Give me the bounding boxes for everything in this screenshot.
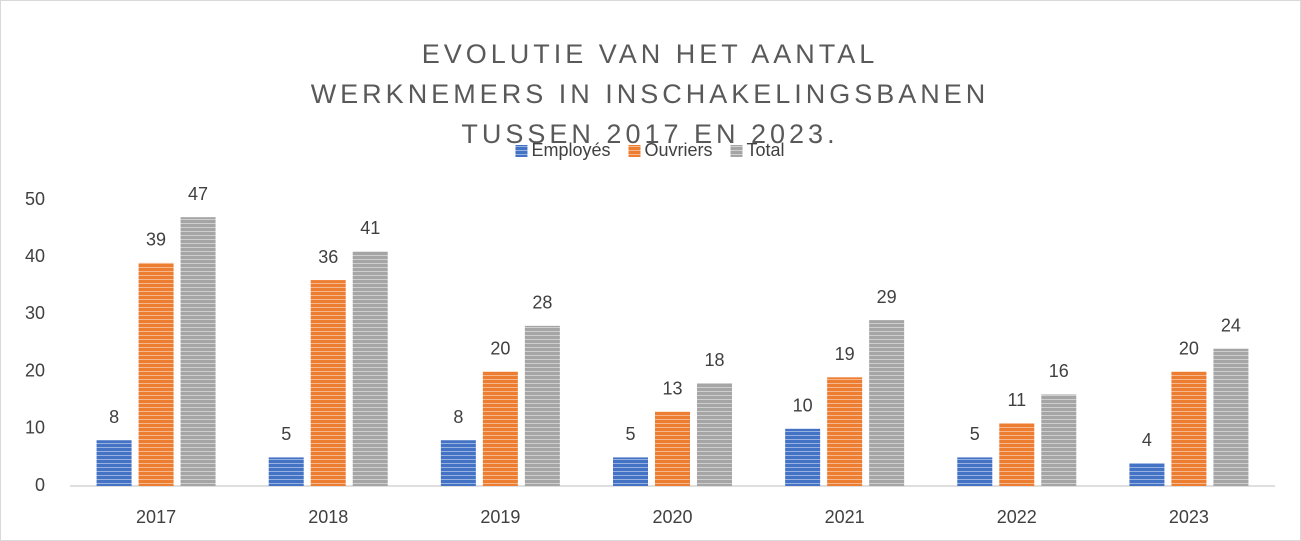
data-label: 24 [1221, 315, 1241, 335]
bar [1171, 371, 1207, 486]
data-label: 16 [1049, 361, 1069, 381]
x-tick-label: 2022 [997, 507, 1037, 527]
chart-title: EVOLUTIE VAN HET AANTAL WERKNEMERS IN IN… [310, 39, 990, 149]
bar [999, 423, 1035, 486]
bar [697, 383, 732, 486]
legend-swatch [730, 145, 743, 157]
data-label: 5 [625, 424, 635, 444]
y-tick-label: 30 [25, 303, 45, 323]
y-tick-label: 50 [25, 189, 45, 209]
legend-label: Ouvriers [644, 140, 712, 160]
bar [1041, 394, 1077, 486]
data-label: 39 [146, 230, 166, 250]
data-label: 13 [662, 378, 682, 398]
data-label: 28 [532, 293, 552, 313]
data-label: 20 [1179, 338, 1199, 358]
data-label: 4 [1142, 430, 1152, 450]
bar [524, 325, 560, 486]
bar [482, 371, 518, 486]
bar [827, 377, 863, 486]
legend-label: Total [747, 140, 785, 160]
data-label: 5 [281, 424, 291, 444]
data-label: 20 [490, 338, 510, 358]
x-tick-label: 2023 [1169, 507, 1209, 527]
legend: Employés Ouvriers Total [515, 140, 785, 160]
data-label: 5 [970, 424, 980, 444]
bar [268, 457, 304, 486]
data-label: 19 [835, 344, 855, 364]
bar [613, 457, 648, 486]
x-tick-label: 2017 [136, 507, 176, 527]
data-label: 47 [188, 184, 208, 204]
y-tick-label: 20 [25, 360, 45, 380]
bar [96, 440, 132, 486]
x-tick-label: 2018 [308, 507, 348, 527]
y-tick-label: 0 [35, 475, 45, 495]
bar [180, 217, 216, 486]
bar [352, 251, 388, 486]
bar [957, 457, 993, 486]
data-label: 10 [793, 396, 813, 416]
data-label: 41 [360, 218, 380, 238]
bar [655, 411, 690, 486]
bar [440, 440, 476, 486]
data-label: 8 [453, 407, 463, 427]
bar [310, 280, 346, 486]
y-tick-label: 10 [25, 418, 45, 438]
legend-swatch [515, 145, 528, 157]
bar [138, 262, 174, 486]
bar [1213, 348, 1249, 486]
legend-swatch [628, 145, 641, 157]
bar [785, 428, 821, 486]
x-tick-label: 2021 [825, 507, 865, 527]
data-label: 8 [109, 407, 119, 427]
y-tick-label: 40 [25, 246, 45, 266]
data-label: 36 [318, 247, 338, 267]
bar [1129, 463, 1165, 486]
x-tick-label: 2020 [652, 507, 692, 527]
data-label: 18 [704, 350, 724, 370]
x-tick-label: 2019 [480, 507, 520, 527]
legend-label: Employés [531, 140, 610, 160]
data-label: 29 [877, 287, 897, 307]
bar [869, 320, 905, 486]
data-label: 11 [1007, 390, 1026, 410]
